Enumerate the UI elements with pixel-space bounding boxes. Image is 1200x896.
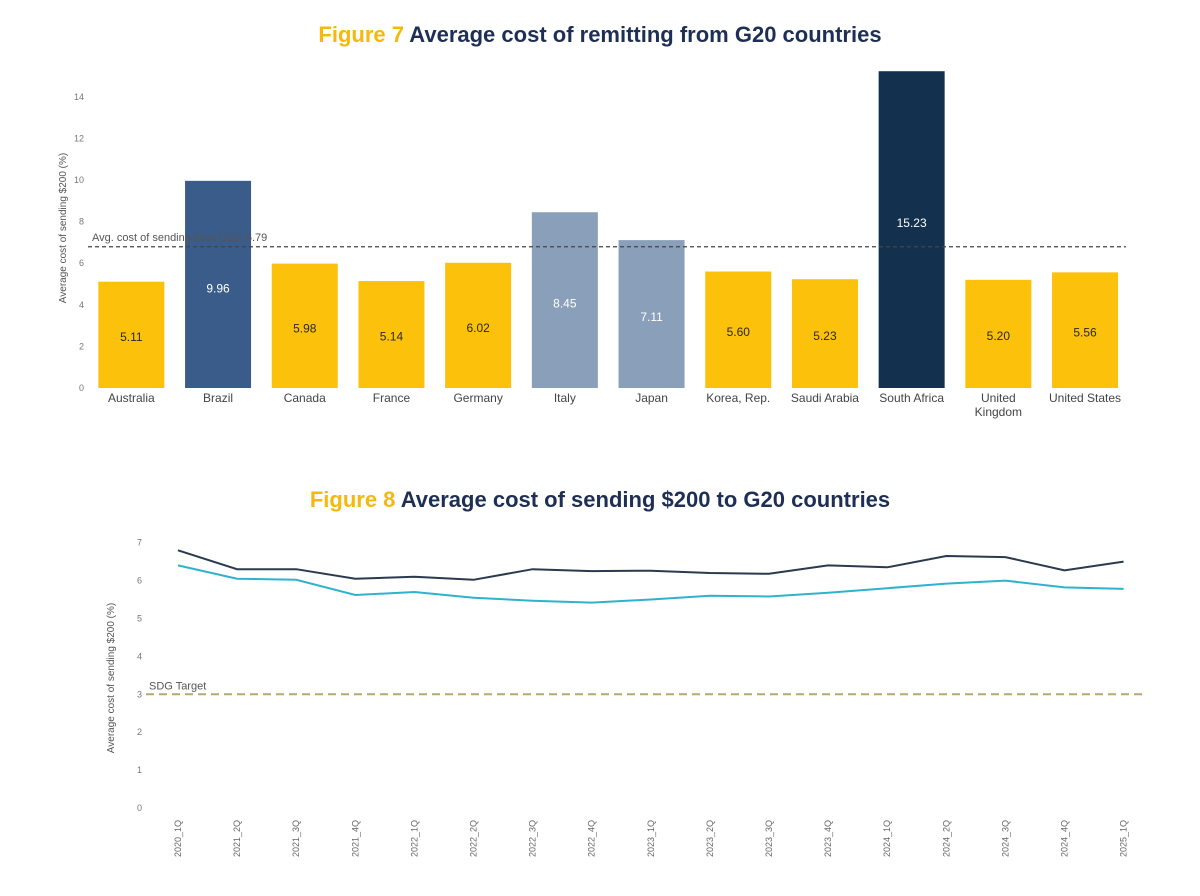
bar-germany [445,262,512,388]
x-tick-label: 2024_3Q [1000,820,1010,857]
y-tick-label: 0 [79,383,84,393]
bar-australia [98,281,165,388]
average-reference-label: Avg. cost of sending from G20: 6.79 [92,232,267,244]
y-tick-label: 7 [137,538,142,548]
x-tick-label: South Africa [879,391,944,405]
x-tick-label: 2025_1Q [1119,820,1129,857]
figure-7-number: Figure 7 [318,22,404,47]
bar-united-states [1052,272,1119,388]
y-tick-label: 14 [74,92,84,102]
bar-chart: 0 2 4 6 8 10 12 14 Average cost of sending $200 … [58,71,1126,419]
x-tick-label: Canada [284,391,326,405]
x-tick-label: 2022_1Q [409,820,419,857]
line-series-teal [177,564,1124,604]
bar-south-africa [878,71,945,388]
x-tick-label: 2024_1Q [882,820,892,857]
x-tick-label: 2023_3Q [764,820,774,857]
x-tick-label: 2021_4Q [350,820,360,857]
x-tick-label: United States [1049,391,1121,405]
x-tick-label: 2023_2Q [705,820,715,857]
x-tick-label-line2: Kingdom [975,405,1022,419]
x-tick-label: Korea, Rep. [706,391,770,405]
y-axis-title: Average cost of sending $200 (%) [106,603,117,753]
x-tick-label: 2020_1Q [173,820,183,857]
bar-value-label: 6.02 [466,321,490,335]
x-tick-label: 2024_2Q [941,820,951,857]
sdg-target-label: SDG Target [149,680,206,692]
y-tick-label: 10 [74,175,84,185]
bar-united-kingdom [965,279,1032,388]
bar-value-label: 5.98 [293,321,317,335]
line-series-dark [177,549,1124,581]
figure-7-title: Figure 7 Average cost of remitting from … [0,22,1200,48]
x-tick-label: 2022_4Q [587,820,597,857]
bar-value-label: 8.45 [553,297,577,311]
x-tick-label: Saudi Arabia [791,391,859,405]
x-tick-label: 2023_4Q [823,820,833,857]
x-tick-label: Australia [108,391,155,405]
bar-value-label: 7.11 [640,310,663,324]
y-tick-label: 0 [137,803,142,813]
x-tick-label: United [981,391,1016,405]
bar-value-label: 15.23 [897,216,927,230]
bar-value-label: 5.60 [727,325,751,339]
y-tick-label: 8 [79,217,84,227]
y-tick-label: 2 [79,341,84,351]
x-tick-label: 2023_1Q [646,820,656,857]
figure-8-number: Figure 8 [309,487,396,512]
y-tick-label: 4 [79,300,84,310]
y-tick-label: 6 [137,576,142,586]
bar-value-label: 5.14 [380,330,404,344]
y-tick-label: 6 [79,258,84,268]
figure-8-title-text: Average cost of sending $200 to G20 coun… [400,487,891,512]
bar-saudi-arabia [791,279,858,388]
x-tick-label: Italy [554,391,576,405]
bar-value-label: 5.23 [813,329,837,343]
bar-value-label: 5.20 [987,329,1011,343]
y-tick-label: 2 [137,727,142,737]
x-tick-label: Brazil [203,391,233,405]
x-tick-label: Japan [635,391,668,405]
bar-canada [271,263,338,388]
bar-france [358,281,425,388]
bar-brazil [185,180,252,388]
x-tick-label: 2021_2Q [232,820,242,857]
figure-8-title: Figure 8 Average cost of sending $200 to… [0,487,1200,513]
y-tick-label: 12 [74,133,84,143]
x-tick-label: 2024_4Q [1060,820,1070,857]
y-tick-label: 3 [137,689,142,699]
bar-korea-rep- [705,271,772,388]
bar-italy [531,212,598,388]
y-tick-label: 4 [137,651,142,661]
x-tick-label: Germany [453,391,502,405]
y-axis-title: Average cost of sending $200 (%) [58,153,69,303]
figure-7-title-text: Average cost of remitting from G20 count… [409,22,882,47]
x-tick-label: 2022_3Q [528,820,538,857]
bar-value-label: 9.96 [206,282,230,296]
bar-japan [618,240,685,388]
x-tick-label: France [373,391,411,405]
x-tick-label: 2022_2Q [469,820,479,857]
bar-value-label: 5.11 [120,330,143,344]
bar-value-label: 5.56 [1073,325,1097,339]
y-tick-label: 1 [137,765,142,775]
y-tick-label: 5 [137,614,142,624]
x-tick-label: 2021_3Q [291,820,301,857]
